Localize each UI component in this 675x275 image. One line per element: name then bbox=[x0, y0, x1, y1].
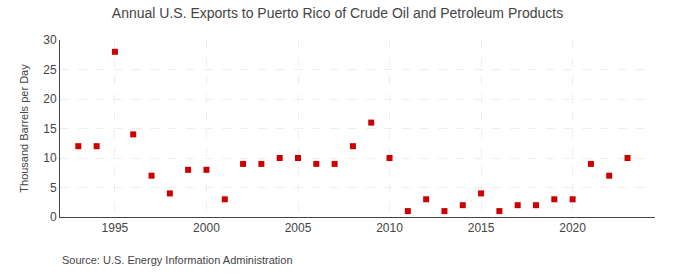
svg-text:1995: 1995 bbox=[102, 221, 129, 235]
svg-text:Source: U.S. Energy Informatio: Source: U.S. Energy Information Administ… bbox=[62, 254, 293, 266]
svg-text:2005: 2005 bbox=[285, 221, 312, 235]
svg-text:2015: 2015 bbox=[468, 221, 495, 235]
svg-text:0: 0 bbox=[50, 210, 57, 224]
svg-text:Annual U.S. Exports to Puerto: Annual U.S. Exports to Puerto Rico of Cr… bbox=[112, 5, 563, 21]
svg-text:2000: 2000 bbox=[193, 221, 220, 235]
svg-text:20: 20 bbox=[43, 92, 57, 106]
svg-text:25: 25 bbox=[43, 63, 57, 77]
svg-text:10: 10 bbox=[43, 151, 57, 165]
svg-text:Thousand Barrels per Day: Thousand Barrels per Day bbox=[18, 64, 30, 193]
svg-text:2010: 2010 bbox=[376, 221, 403, 235]
svg-text:15: 15 bbox=[43, 122, 57, 136]
svg-text:30: 30 bbox=[43, 33, 57, 47]
svg-text:5: 5 bbox=[50, 181, 57, 195]
svg-text:2020: 2020 bbox=[559, 221, 586, 235]
